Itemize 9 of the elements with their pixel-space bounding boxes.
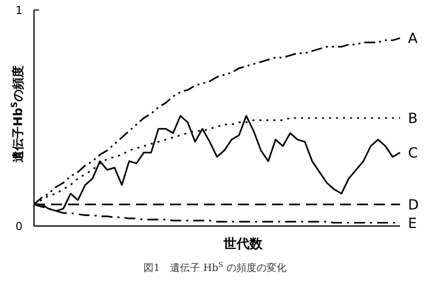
series-label: D <box>408 197 419 214</box>
series-label: C <box>408 146 418 162</box>
caption: 図1 遺伝子 Hb$^{S}$ の頻度の変化 <box>144 261 286 274</box>
series-label: A <box>408 31 418 48</box>
series-label: E <box>408 216 417 232</box>
y-tick-label: 0 <box>16 220 22 233</box>
x-axis-title: 世代数 <box>222 237 264 252</box>
y-tick-label: 1 <box>16 4 22 17</box>
series-label: B <box>408 111 418 127</box>
